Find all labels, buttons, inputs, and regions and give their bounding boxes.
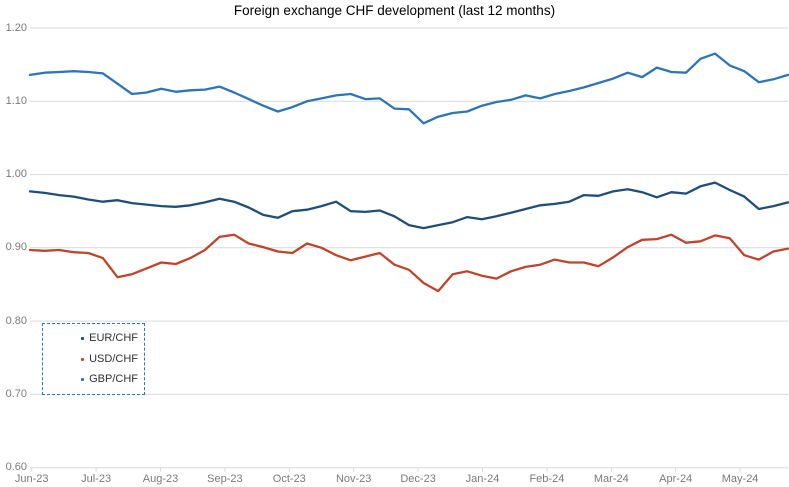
x-axis-label: Jun-23 bbox=[14, 472, 49, 485]
legend-swatch-gbp-chf bbox=[81, 378, 85, 381]
y-axis-label: 0.60 bbox=[5, 461, 27, 474]
x-axis-label: May-24 bbox=[721, 472, 759, 485]
series-line-eur-chf[interactable] bbox=[28, 181, 789, 230]
x-axis-label: Aug-23 bbox=[142, 472, 179, 485]
y-axis-label: 1.00 bbox=[5, 168, 27, 181]
series-line-usd-chf[interactable] bbox=[28, 233, 789, 293]
legend-item-gbp-chf: GBP/CHF bbox=[81, 374, 138, 385]
x-axis-label: Apr-24 bbox=[659, 472, 693, 485]
y-axis-label: 0.70 bbox=[5, 387, 27, 400]
y-axis-label: 0.90 bbox=[5, 241, 27, 254]
x-axis-label: Mar-24 bbox=[593, 472, 629, 485]
y-axis-label: 1.10 bbox=[5, 94, 27, 107]
series-line-gbp-chf[interactable] bbox=[28, 52, 789, 125]
chart-title: Foreign exchange CHF development (last 1… bbox=[233, 3, 556, 18]
legend-label: GBP/CHF bbox=[89, 373, 138, 385]
legend-swatch-eur-chf bbox=[81, 337, 85, 340]
x-axis-label: Dec-23 bbox=[400, 472, 436, 485]
legend-swatch-usd-chf bbox=[81, 357, 85, 361]
legend-item-eur-chf: EUR/CHF bbox=[81, 333, 138, 344]
x-axis-label: Feb-24 bbox=[529, 472, 565, 485]
x-axis-label: Jan-24 bbox=[465, 472, 500, 485]
x-axis-label: Oct-23 bbox=[272, 472, 306, 485]
legend-item-usd-chf: USD/CHF bbox=[81, 352, 138, 365]
legend-box[interactable]: EUR/CHF USD/CHF GBP/CHF bbox=[42, 323, 145, 395]
legend-label: USD/CHF bbox=[89, 352, 138, 365]
y-axis-label: 0.80 bbox=[5, 314, 27, 327]
x-axis-label: Nov-23 bbox=[335, 472, 372, 485]
legend-label: EUR/CHF bbox=[89, 332, 138, 344]
y-axis-label: 1.20 bbox=[5, 21, 27, 34]
x-axis-label: Jul-23 bbox=[81, 472, 112, 485]
x-axis-label: Sep-23 bbox=[207, 472, 243, 485]
